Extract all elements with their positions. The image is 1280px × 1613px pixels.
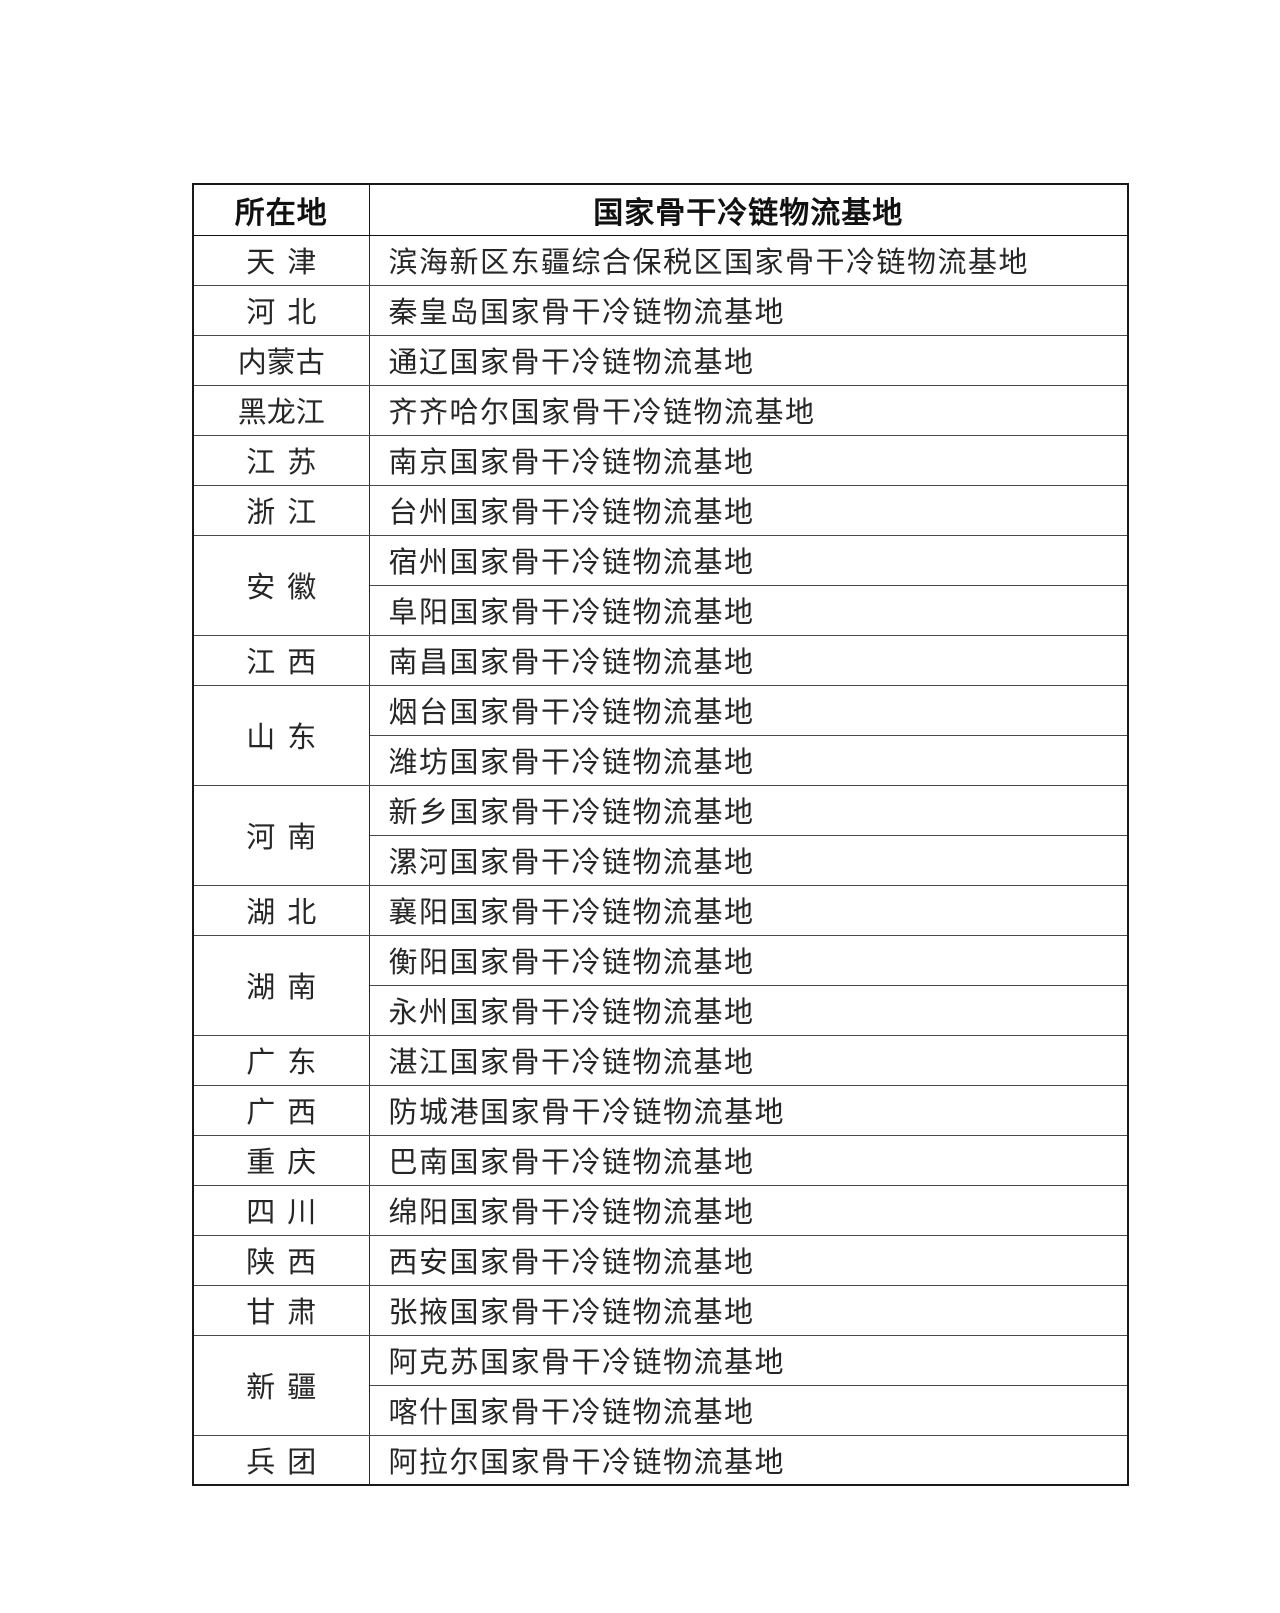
province-cell: 河南 [192, 784, 370, 886]
table-row: 兵团 阿拉尔国家骨干冷链物流基地 [192, 1434, 1129, 1486]
table-row: 浙江 台州国家骨干冷链物流基地 [192, 484, 1129, 536]
table-row: 甘肃 张掖国家骨干冷链物流基地 [192, 1284, 1129, 1336]
base-cell: 秦皇岛国家骨干冷链物流基地 [368, 284, 1129, 336]
base-cell: 潍坊国家骨干冷链物流基地 [368, 734, 1129, 786]
base-cell: 衡阳国家骨干冷链物流基地 [368, 934, 1129, 986]
base-cell: 南昌国家骨干冷链物流基地 [368, 634, 1129, 686]
table-row: 江西 南昌国家骨干冷链物流基地 [192, 634, 1129, 686]
table-row: 湖北 襄阳国家骨干冷链物流基地 [192, 884, 1129, 936]
table-row: 湖南 衡阳国家骨干冷链物流基地 [192, 934, 1129, 1036]
province-cell: 浙江 [192, 484, 370, 536]
cold-chain-base-table: 所在地 国家骨干冷链物流基地 天津 滨海新区东疆综合保税区国家骨干冷链物流基地 河北… [192, 183, 1129, 1486]
province-cell: 重庆 [192, 1134, 370, 1186]
table-row: 安徽 宿州国家骨干冷链物流基地 [192, 534, 1129, 636]
base-cell: 绵阳国家骨干冷链物流基地 [368, 1184, 1129, 1236]
base-cell: 防城港国家骨干冷链物流基地 [368, 1084, 1129, 1136]
table-row: 陕西 西安国家骨干冷链物流基地 [192, 1234, 1129, 1286]
table-row: 漯河国家骨干冷链物流基地 [193, 834, 1129, 886]
table-row: 黑龙江 齐齐哈尔国家骨干冷链物流基地 [192, 384, 1129, 436]
province-cell: 湖南 [192, 934, 370, 1036]
table-row: 潍坊国家骨干冷链物流基地 [193, 734, 1129, 786]
table-row: 天津 滨海新区东疆综合保税区国家骨干冷链物流基地 [192, 234, 1129, 286]
base-cell: 南京国家骨干冷链物流基地 [368, 434, 1129, 486]
base-cell: 通辽国家骨干冷链物流基地 [368, 334, 1129, 386]
base-cell: 喀什国家骨干冷链物流基地 [368, 1384, 1129, 1436]
province-cell: 陕西 [192, 1234, 370, 1286]
base-cell: 烟台国家骨干冷链物流基地 [368, 684, 1129, 736]
province-cell: 黑龙江 [192, 384, 370, 436]
table-row: 河北 秦皇岛国家骨干冷链物流基地 [192, 284, 1129, 336]
table-header: 所在地 国家骨干冷链物流基地 [192, 183, 1129, 236]
table-body: 天津 滨海新区东疆综合保税区国家骨干冷链物流基地 河北 秦皇岛国家骨干冷链物流基地 内蒙… [192, 234, 1129, 1486]
base-cell: 新乡国家骨干冷链物流基地 [368, 784, 1129, 836]
table-row: 四川 绵阳国家骨干冷链物流基地 [192, 1184, 1129, 1236]
table-row: 重庆 巴南国家骨干冷链物流基地 [192, 1134, 1129, 1186]
province-cell: 河北 [192, 284, 370, 336]
base-cell: 滨海新区东疆综合保税区国家骨干冷链物流基地 [368, 234, 1129, 286]
table-row: 阜阳国家骨干冷链物流基地 [193, 584, 1129, 636]
base-cell: 湛江国家骨干冷链物流基地 [368, 1034, 1129, 1086]
province-cell: 江西 [192, 634, 370, 686]
base-cell: 漯河国家骨干冷链物流基地 [368, 834, 1129, 886]
province-cell: 湖北 [192, 884, 370, 936]
table-row: 广东 湛江国家骨干冷链物流基地 [192, 1034, 1129, 1086]
base-cell: 齐齐哈尔国家骨干冷链物流基地 [368, 384, 1129, 436]
base-cell: 永州国家骨干冷链物流基地 [368, 984, 1129, 1036]
header-row: 所在地 国家骨干冷链物流基地 [192, 183, 1129, 236]
column-header-location: 所在地 [192, 183, 370, 236]
base-cell: 巴南国家骨干冷链物流基地 [368, 1134, 1129, 1186]
base-cell: 襄阳国家骨干冷链物流基地 [368, 884, 1129, 936]
province-cell: 江苏 [192, 434, 370, 486]
province-cell: 广东 [192, 1034, 370, 1086]
base-cell: 台州国家骨干冷链物流基地 [368, 484, 1129, 536]
province-cell: 山东 [192, 684, 370, 786]
province-cell: 新疆 [192, 1334, 370, 1436]
base-cell: 张掖国家骨干冷链物流基地 [368, 1284, 1129, 1336]
table-row: 山东 烟台国家骨干冷链物流基地 [192, 684, 1129, 786]
province-cell: 甘肃 [192, 1284, 370, 1336]
base-cell: 西安国家骨干冷链物流基地 [368, 1234, 1129, 1286]
province-cell: 天津 [192, 234, 370, 286]
province-cell: 内蒙古 [192, 334, 370, 386]
table-row: 广西 防城港国家骨干冷链物流基地 [192, 1084, 1129, 1136]
province-cell: 兵团 [192, 1434, 370, 1486]
province-cell: 安徽 [192, 534, 370, 636]
province-cell: 广西 [192, 1084, 370, 1136]
base-cell: 阜阳国家骨干冷链物流基地 [368, 584, 1129, 636]
table-row: 河南 新乡国家骨干冷链物流基地 [192, 784, 1129, 886]
column-header-base: 国家骨干冷链物流基地 [368, 183, 1129, 236]
table-row: 新疆 阿克苏国家骨干冷链物流基地 [192, 1334, 1129, 1436]
table-row: 内蒙古 通辽国家骨干冷链物流基地 [192, 334, 1129, 386]
base-cell: 阿拉尔国家骨干冷链物流基地 [368, 1434, 1129, 1486]
base-cell: 阿克苏国家骨干冷链物流基地 [368, 1334, 1129, 1386]
base-cell: 宿州国家骨干冷链物流基地 [368, 534, 1129, 586]
province-cell: 四川 [192, 1184, 370, 1236]
table-row: 江苏 南京国家骨干冷链物流基地 [192, 434, 1129, 486]
